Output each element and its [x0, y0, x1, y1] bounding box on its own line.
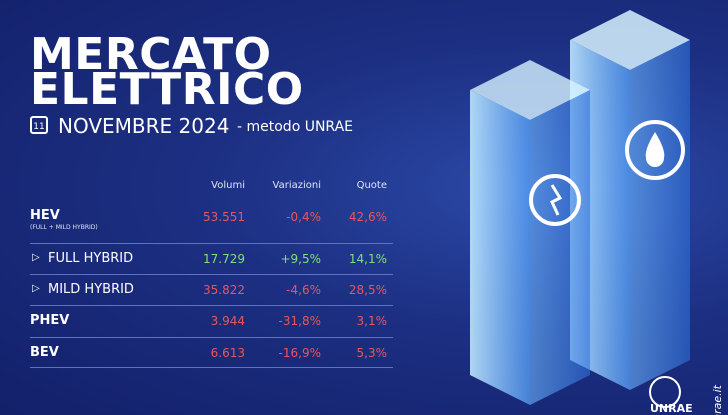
cell: 17.729: [203, 252, 245, 266]
row-label: HEV: [30, 208, 60, 223]
row-label: BEV: [30, 345, 59, 360]
cell: 28,5%: [348, 283, 387, 297]
row-marker: ▷: [32, 283, 40, 294]
cell: 42,6%: [348, 210, 387, 224]
cell: 14,1%: [348, 252, 387, 266]
cell: -31,8%: [278, 314, 321, 328]
title: ELETTRICO: [30, 64, 304, 115]
cell: 3.944: [210, 314, 245, 328]
cell: -16,9%: [278, 346, 321, 360]
row-separator: [30, 306, 393, 338]
cell: -4,6%: [286, 283, 321, 297]
logo: UNRAE: [650, 402, 693, 415]
pillars-illustration: [470, 10, 690, 408]
cell: 53.551: [203, 210, 245, 224]
row-label: MILD HYBRID: [48, 282, 134, 297]
cell: 3,1%: [356, 314, 388, 328]
row-marker: ▷: [32, 252, 40, 263]
row-separator: [30, 338, 393, 368]
title: MERCATO: [30, 29, 272, 80]
row-label: PHEV: [30, 313, 70, 328]
website: unrae.it: [711, 385, 724, 415]
cell: +9,5%: [280, 252, 321, 266]
cell: -0,4%: [286, 210, 321, 224]
cell: 35.822: [203, 283, 245, 297]
row-note: (FULL + MILD HYBRID): [30, 224, 98, 231]
column-header: Variazioni: [272, 180, 321, 191]
row-separator: [30, 244, 393, 275]
column-header: Volumi: [211, 180, 245, 191]
cell: 6.613: [210, 346, 245, 360]
cell: 5,3%: [356, 346, 388, 360]
method: - metodo UNRAE: [237, 119, 354, 135]
row-label: FULL HYBRID: [48, 251, 134, 266]
row-separator: [30, 275, 393, 306]
calendar-day: 11: [30, 116, 48, 134]
column-header: Quote: [356, 180, 387, 191]
row-separator: [30, 200, 393, 244]
date: NOVEMBRE 2024: [58, 114, 230, 138]
